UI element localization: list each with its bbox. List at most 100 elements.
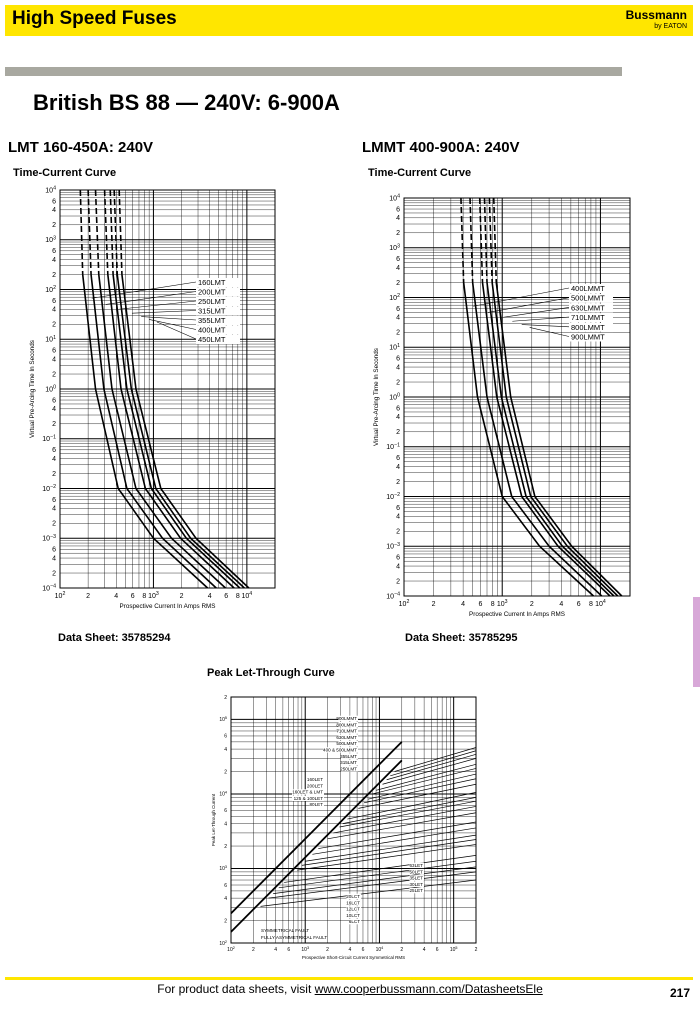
plot-frame [230, 696, 477, 944]
mid-curve-label: 160LET & LMT [292, 790, 323, 795]
y-tick-label: 2 [396, 230, 400, 237]
y-tick-label: 6 [52, 248, 56, 255]
y-tick-label: 6 [52, 198, 56, 205]
legend-label-160lmt: 160LMT [198, 278, 226, 287]
x-tick-label: 6 [131, 593, 135, 600]
curve-dashed-segment [79, 189, 84, 275]
peak-curve [301, 839, 477, 866]
y-tick-label: 4 [224, 821, 227, 827]
x-tick-label: 104 [242, 591, 253, 600]
legend-leader-line [131, 310, 197, 314]
low-curve-label-bg [409, 875, 424, 881]
bottom-curve-label-bg [346, 912, 361, 918]
y-tick-label: 6 [224, 808, 227, 814]
brand-logo: Bussmann by EATON [626, 9, 687, 32]
y-tick-label: 100 [45, 385, 56, 394]
curve-dashed-segment [94, 189, 100, 275]
legend-leader-line [488, 297, 570, 313]
y-tick-label: 10−3 [42, 534, 56, 543]
upper-curve-label: 400 & 500LMMT [323, 748, 357, 753]
curve-500lmmt [471, 282, 603, 597]
bottom-curve-label: 12LCT [346, 907, 360, 912]
legend-label-630lmmt: 630LMMT [571, 303, 605, 312]
curve-900lmmt [495, 282, 623, 597]
peak-curve [318, 821, 477, 849]
peak-curve [268, 871, 477, 899]
peak-curve [260, 879, 477, 907]
y-tick-label: 4 [52, 257, 56, 264]
legend-label-bg [196, 316, 240, 325]
legend-leader-line [503, 307, 570, 318]
y-tick-label: 6 [396, 555, 400, 562]
y-tick-label: 10−4 [42, 584, 56, 593]
footer-text: For product data sheets, visit www.coope… [0, 982, 700, 996]
x-tick-label: 102 [227, 946, 235, 953]
mid-curve-label-bg [292, 795, 324, 801]
peak-curve [342, 797, 477, 824]
y-tick-label: 4 [224, 747, 227, 753]
peak-curve [382, 758, 477, 785]
legend-label-250lmt: 250LMT [198, 297, 226, 306]
legend-label-bg [196, 306, 240, 316]
curve-dashed-segment [488, 197, 493, 283]
legend-leader-line [156, 321, 197, 340]
curve-400lmmt [462, 282, 595, 597]
datasheet-link[interactable]: www.cooperbussmann.com/DatasheetsEle [314, 982, 543, 996]
bottom-curve-label-bg [346, 900, 361, 906]
peak-curve [347, 792, 477, 820]
mid-curve-label-bg [292, 789, 324, 795]
y-tick-label: 2 [396, 578, 400, 585]
peak-curve [278, 860, 477, 889]
footer-line [5, 977, 693, 980]
curve-dashed-segment [492, 197, 498, 283]
peak-curve [305, 834, 477, 862]
y-tick-label: 103 [219, 865, 227, 872]
peak-curve [390, 750, 477, 777]
y-tick-label: 4 [396, 265, 400, 272]
legend-leader-line [141, 316, 197, 321]
curve-450lmt [121, 274, 250, 589]
y-tick-label: 4 [396, 364, 400, 371]
curve-dashed-segment [118, 189, 123, 275]
y-tick-label: 2 [396, 529, 400, 536]
x-axis-label: Prospective Current In Amps RMS [120, 603, 216, 610]
x-tick-label: 4 [559, 601, 563, 608]
low-curve-label: 25LET [409, 888, 423, 893]
y-axis-label: Virtual Pre-Arcing Time In Seconds [373, 348, 380, 446]
y-tick-label: 6 [52, 497, 56, 504]
peak-curve [394, 747, 477, 772]
y-tick-label: 4 [396, 514, 400, 521]
divider-bar [5, 67, 622, 76]
upper-curve-label: 315LMT [340, 760, 357, 765]
y-tick-label: 2 [52, 272, 56, 279]
upper-curve-label: 710LMMT [336, 729, 357, 734]
right-datasheet-label: Data Sheet: 35785295 [405, 632, 518, 644]
y-tick-label: 6 [396, 405, 400, 412]
upper-curve-label-bg [323, 747, 358, 753]
legend-label-bg [196, 325, 240, 335]
x-tick-label: 4 [349, 947, 352, 953]
header-title: High Speed Fuses [12, 8, 177, 29]
low-curve-label-bg [409, 887, 424, 894]
upper-curve-label-bg [341, 753, 358, 759]
x-tick-label: 4 [114, 593, 118, 600]
peak-curve [312, 827, 477, 855]
y-tick-label: 2 [52, 371, 56, 378]
y-tick-label: 6 [52, 397, 56, 404]
curve-355lmt [112, 274, 241, 589]
legend-label-500lmmt: 500LMMT [571, 294, 605, 303]
fault-line [230, 759, 403, 933]
x-tick-label: 104 [595, 599, 606, 608]
legend-label-200lmt: 200LMT [198, 288, 226, 297]
legend-label-bg [196, 287, 240, 297]
x-tick-label: 2 [530, 601, 534, 608]
y-tick-label: 6 [224, 734, 227, 740]
y-tick-label: 105 [219, 716, 227, 723]
low-curve-label: 50LET [409, 869, 423, 874]
legend-label-315lmt: 315LMT [198, 307, 226, 316]
y-tick-label: 4 [396, 464, 400, 471]
x-tick-label: 2 [432, 601, 436, 608]
y-tick-label: 2 [52, 421, 56, 428]
x-tick-label: 4 [208, 593, 212, 600]
